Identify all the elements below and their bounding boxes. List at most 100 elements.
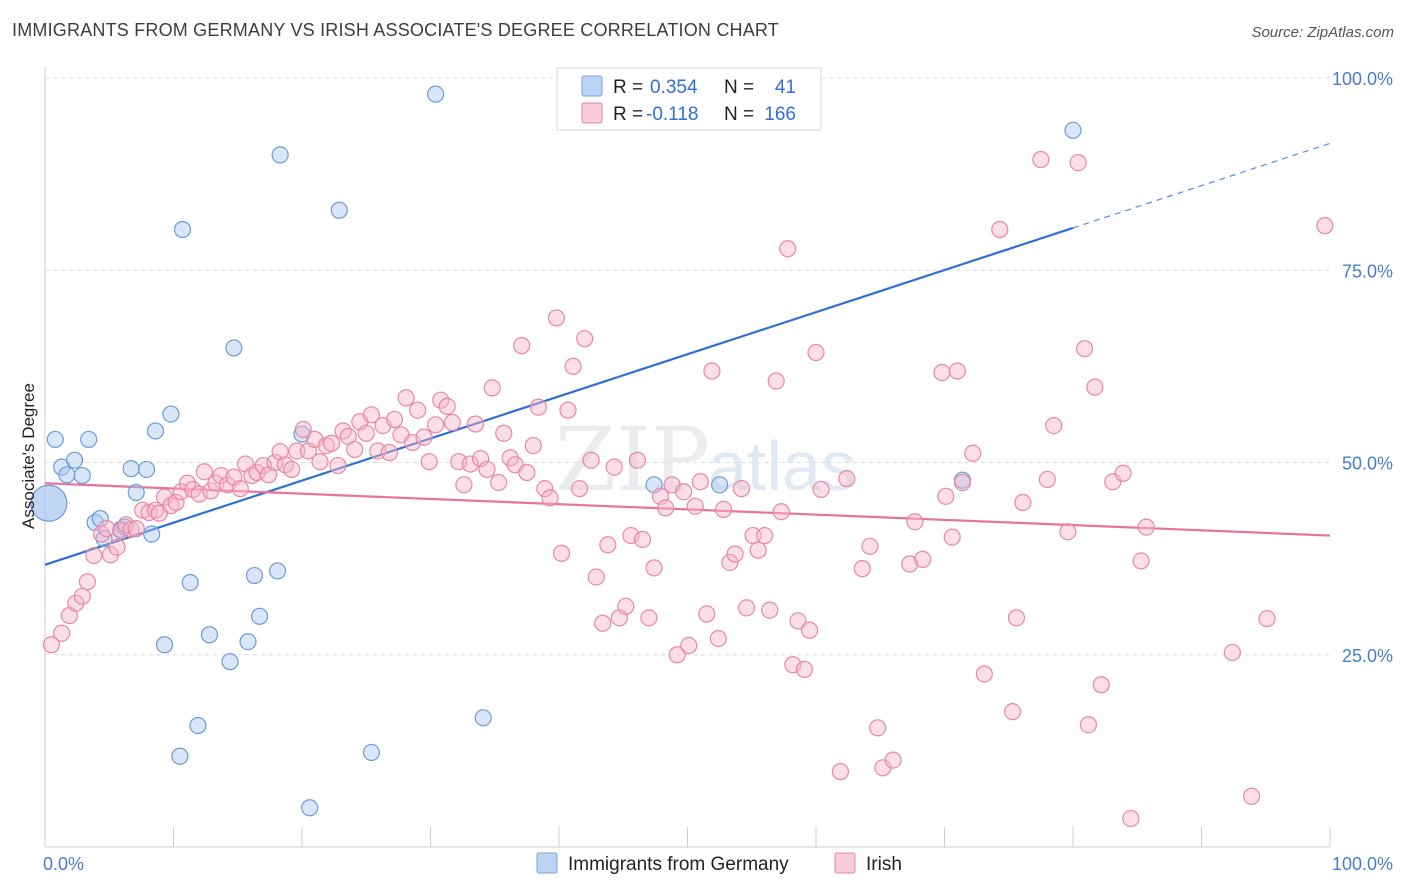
legend-row-germany: R = 0.354 N = 41 xyxy=(581,75,796,98)
legend-r-value: 0.354 xyxy=(650,77,698,98)
data-point xyxy=(914,550,932,568)
data-point xyxy=(1079,716,1098,734)
trend-line-germany-extension xyxy=(1072,142,1331,229)
data-point xyxy=(495,424,513,442)
data-point xyxy=(1007,609,1026,627)
data-point xyxy=(330,201,348,219)
data-point xyxy=(1004,703,1022,721)
data-point xyxy=(668,646,686,664)
data-point xyxy=(409,401,427,419)
legend-n-label: N = xyxy=(724,104,754,125)
data-point xyxy=(948,362,966,380)
data-point xyxy=(711,476,729,494)
y-tick-label: 100.0% xyxy=(1332,69,1393,89)
data-point xyxy=(173,220,192,239)
data-point xyxy=(991,220,1009,239)
data-point xyxy=(749,541,767,559)
data-point xyxy=(171,747,189,765)
data-point xyxy=(1258,610,1276,628)
data-point xyxy=(1038,470,1056,489)
data-point xyxy=(953,473,972,492)
data-point xyxy=(322,434,341,452)
bottom-legend-label-irish: Irish xyxy=(866,854,902,875)
data-point xyxy=(42,636,61,654)
data-point xyxy=(628,451,646,469)
data-point xyxy=(812,480,830,499)
data-point xyxy=(800,621,819,639)
data-point xyxy=(675,483,693,501)
data-point xyxy=(587,568,605,586)
data-point xyxy=(709,630,727,648)
legend-n-label: N = xyxy=(724,77,754,98)
data-point xyxy=(605,458,623,476)
data-point xyxy=(789,612,807,630)
data-point xyxy=(617,597,635,615)
data-point xyxy=(181,573,199,592)
data-point xyxy=(283,460,301,479)
data-point xyxy=(1069,153,1087,172)
data-point xyxy=(98,520,116,538)
tick-labels: 25.0% 50.0% 75.0% 100.0% 0.0% 100.0% xyxy=(43,69,1393,874)
data-point xyxy=(143,525,161,543)
data-point xyxy=(779,240,797,258)
data-point xyxy=(58,466,76,484)
data-point xyxy=(167,493,185,512)
data-point xyxy=(529,398,548,416)
data-point xyxy=(78,573,97,591)
data-point xyxy=(686,497,704,515)
data-point xyxy=(245,566,264,585)
watermark: ZIP atlas xyxy=(555,408,856,511)
data-point xyxy=(518,463,536,482)
watermark-zip: ZIP xyxy=(555,408,710,511)
data-points xyxy=(30,85,1334,828)
data-point xyxy=(552,544,571,562)
data-point xyxy=(85,546,103,565)
watermark-atlas: atlas xyxy=(708,427,856,505)
data-point xyxy=(122,460,140,478)
data-point xyxy=(155,636,174,654)
bottom-legend-swatch-irish xyxy=(834,852,856,874)
data-point xyxy=(1243,787,1261,805)
legend-n-value: 166 xyxy=(764,104,796,125)
data-point xyxy=(466,415,485,433)
data-point xyxy=(937,487,955,505)
series-irish xyxy=(42,150,1334,828)
data-point xyxy=(698,605,716,623)
data-point xyxy=(645,559,663,577)
data-point xyxy=(714,500,733,519)
data-point xyxy=(432,391,450,409)
data-point xyxy=(732,480,751,498)
y-tick-label: 25.0% xyxy=(1342,646,1393,666)
data-point xyxy=(807,343,825,362)
data-point xyxy=(513,337,531,355)
data-point xyxy=(1122,809,1140,828)
data-point xyxy=(30,484,68,522)
data-point xyxy=(189,716,207,735)
data-point xyxy=(80,430,98,449)
data-point xyxy=(691,473,709,491)
data-point xyxy=(761,601,779,619)
data-point xyxy=(901,555,919,573)
bottom-legend-swatch-germany xyxy=(536,852,558,874)
data-point xyxy=(46,430,64,449)
data-point xyxy=(975,665,993,683)
data-point xyxy=(564,357,582,375)
data-point xyxy=(231,480,249,498)
data-point xyxy=(65,451,84,469)
data-point xyxy=(239,633,257,651)
data-point xyxy=(633,530,652,549)
data-point xyxy=(906,513,924,531)
data-point xyxy=(483,379,501,397)
data-point xyxy=(1075,340,1094,358)
data-point xyxy=(640,609,658,627)
data-point xyxy=(1014,493,1032,512)
data-point xyxy=(772,503,790,521)
y-tick-label: 75.0% xyxy=(1342,261,1393,281)
data-point xyxy=(1032,150,1050,169)
data-point xyxy=(541,489,559,507)
legend-swatch-germany xyxy=(581,75,603,97)
data-point xyxy=(137,460,156,479)
data-point xyxy=(455,476,473,494)
data-point xyxy=(576,330,594,348)
data-point xyxy=(472,450,490,468)
